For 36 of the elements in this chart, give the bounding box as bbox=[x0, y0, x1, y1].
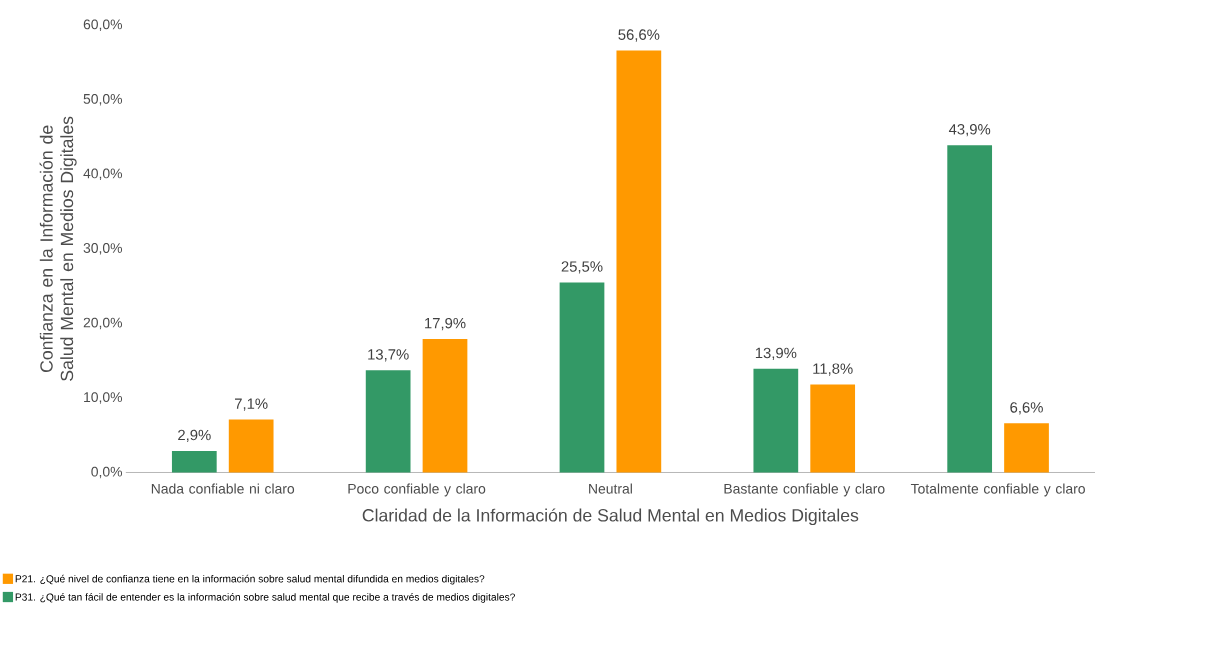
x-tick-label: Poco confiable y claro bbox=[348, 483, 486, 497]
legend-label: P31. ¿Qué tan fácil de entender es la información sobre salud mental que recibe a través de medios digitales? bbox=[15, 592, 515, 603]
y-axis-title: Confianza en la Información de Salud Mental en Medios Digitales bbox=[39, 116, 77, 381]
x-tick-label: Bastante confiable y claro bbox=[724, 483, 885, 497]
bar bbox=[616, 50, 662, 473]
bar bbox=[365, 370, 411, 473]
data-label: 25,5% bbox=[561, 261, 603, 274]
y-tick-label: 50,0% bbox=[83, 93, 123, 106]
bar bbox=[810, 384, 856, 473]
data-label: 2,9% bbox=[178, 429, 211, 442]
data-label: 43,9% bbox=[948, 123, 991, 137]
x-axis-title: Claridad de la Información de Salud Mental en Medios Digitales bbox=[362, 508, 859, 525]
data-label: 7,1% bbox=[234, 398, 268, 411]
data-label: 6,6% bbox=[1010, 402, 1043, 415]
bar bbox=[228, 419, 274, 473]
y-tick-label: 30,0% bbox=[83, 242, 123, 255]
y-tick-label: 0,0% bbox=[91, 466, 123, 479]
data-label: 13,9% bbox=[755, 347, 797, 360]
data-label: 17,9% bbox=[425, 317, 466, 331]
y-tick-label: 20,0% bbox=[83, 317, 123, 329]
x-tick-label: Totalmente confiable y claro bbox=[910, 483, 1085, 497]
y-tick-label: 10,0% bbox=[84, 392, 123, 404]
bar bbox=[422, 338, 468, 473]
data-label: 56,6% bbox=[618, 29, 660, 42]
data-label: 11,8% bbox=[813, 363, 853, 376]
y-tick-label: 60,0% bbox=[83, 19, 123, 31]
bar bbox=[1004, 423, 1049, 473]
bar bbox=[171, 450, 217, 473]
bar bbox=[559, 282, 605, 473]
data-label: 13,7% bbox=[368, 349, 409, 362]
bar bbox=[753, 368, 799, 473]
x-tick-label: Nada confiable ni claro bbox=[151, 483, 295, 494]
legend-label: P21. ¿Qué nivel de confianza tiene en la información sobre salud mental difundida en medios digitales? bbox=[15, 574, 485, 585]
bar bbox=[947, 145, 993, 473]
x-tick-label: Neutral bbox=[589, 483, 632, 494]
y-tick-label: 40,0% bbox=[83, 168, 123, 180]
